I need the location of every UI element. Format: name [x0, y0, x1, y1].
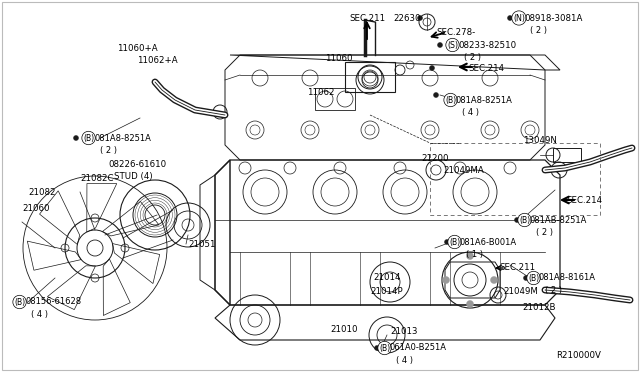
Circle shape: [74, 135, 79, 141]
Text: 08918-3081A: 08918-3081A: [524, 13, 582, 22]
Circle shape: [438, 42, 442, 48]
Text: 081A8-8251A: 081A8-8251A: [94, 134, 151, 142]
Text: (B): (B): [449, 237, 460, 247]
Text: ( 2 ): ( 2 ): [536, 228, 553, 237]
Text: ( 2 ): ( 2 ): [464, 52, 481, 61]
Text: 11062: 11062: [307, 87, 335, 96]
Text: ( 1 ): ( 1 ): [466, 250, 483, 259]
Text: R210000V: R210000V: [556, 352, 601, 360]
Text: SEC.214: SEC.214: [566, 196, 602, 205]
Text: 081A8-8251A: 081A8-8251A: [456, 96, 513, 105]
Text: 081AB-8251A: 081AB-8251A: [530, 215, 588, 224]
Text: 08233-82510: 08233-82510: [458, 41, 516, 49]
Text: 21014P: 21014P: [370, 288, 403, 296]
Circle shape: [490, 276, 497, 283]
Text: (B): (B): [519, 215, 530, 224]
Text: 21082C: 21082C: [80, 173, 113, 183]
Text: 081A6-B001A: 081A6-B001A: [460, 237, 517, 247]
Text: 21010: 21010: [330, 326, 358, 334]
Circle shape: [508, 16, 513, 20]
Text: (B): (B): [379, 343, 390, 353]
Circle shape: [19, 299, 24, 305]
Text: 22630: 22630: [393, 13, 420, 22]
Text: SEC.278-: SEC.278-: [436, 28, 476, 36]
Text: 08156-61628: 08156-61628: [25, 298, 81, 307]
Text: 08226-61610: 08226-61610: [108, 160, 166, 169]
Text: ( 4 ): ( 4 ): [462, 108, 479, 116]
Text: (B): (B): [445, 96, 456, 105]
Text: 21049MA: 21049MA: [443, 166, 484, 174]
Text: 21012B: 21012B: [522, 304, 556, 312]
Text: 21060: 21060: [22, 203, 49, 212]
Text: (B): (B): [83, 134, 94, 142]
Text: ( 4 ): ( 4 ): [396, 356, 413, 365]
Circle shape: [433, 93, 438, 97]
Text: 11060+A: 11060+A: [117, 44, 157, 52]
Text: 11062+A: 11062+A: [137, 55, 178, 64]
Circle shape: [417, 16, 422, 20]
Text: SEC.214: SEC.214: [468, 64, 504, 73]
Bar: [345, 62, 395, 92]
Circle shape: [374, 346, 380, 350]
Text: ( 2 ): ( 2 ): [530, 26, 547, 35]
Circle shape: [445, 240, 449, 244]
Text: ( 4 ): ( 4 ): [31, 310, 48, 318]
Text: 061A0-B251A: 061A0-B251A: [390, 343, 447, 353]
Text: SEC.211: SEC.211: [349, 13, 385, 22]
Circle shape: [524, 276, 529, 280]
Text: (S): (S): [447, 41, 458, 49]
Text: STUD (4): STUD (4): [114, 171, 152, 180]
Circle shape: [515, 218, 520, 222]
Text: 21051: 21051: [188, 240, 216, 248]
Circle shape: [429, 65, 435, 71]
Text: 21082: 21082: [28, 187, 56, 196]
Bar: [553, 148, 581, 162]
Circle shape: [442, 276, 449, 283]
Text: 11060: 11060: [325, 54, 353, 62]
Text: 21013: 21013: [390, 327, 417, 337]
Text: 21049M: 21049M: [503, 288, 538, 296]
Text: (B): (B): [14, 298, 25, 307]
Circle shape: [467, 253, 474, 260]
Text: ( 2 ): ( 2 ): [100, 145, 117, 154]
Text: 13049N: 13049N: [523, 135, 557, 144]
Text: 21014: 21014: [373, 273, 401, 282]
Circle shape: [467, 301, 474, 308]
Text: (B): (B): [528, 273, 539, 282]
Text: (N): (N): [513, 13, 525, 22]
Text: SEC.211: SEC.211: [499, 263, 535, 273]
Text: 21200: 21200: [421, 154, 449, 163]
Text: 081A8-8161A: 081A8-8161A: [539, 273, 596, 282]
Text: ( 2 ): ( 2 ): [545, 285, 562, 295]
